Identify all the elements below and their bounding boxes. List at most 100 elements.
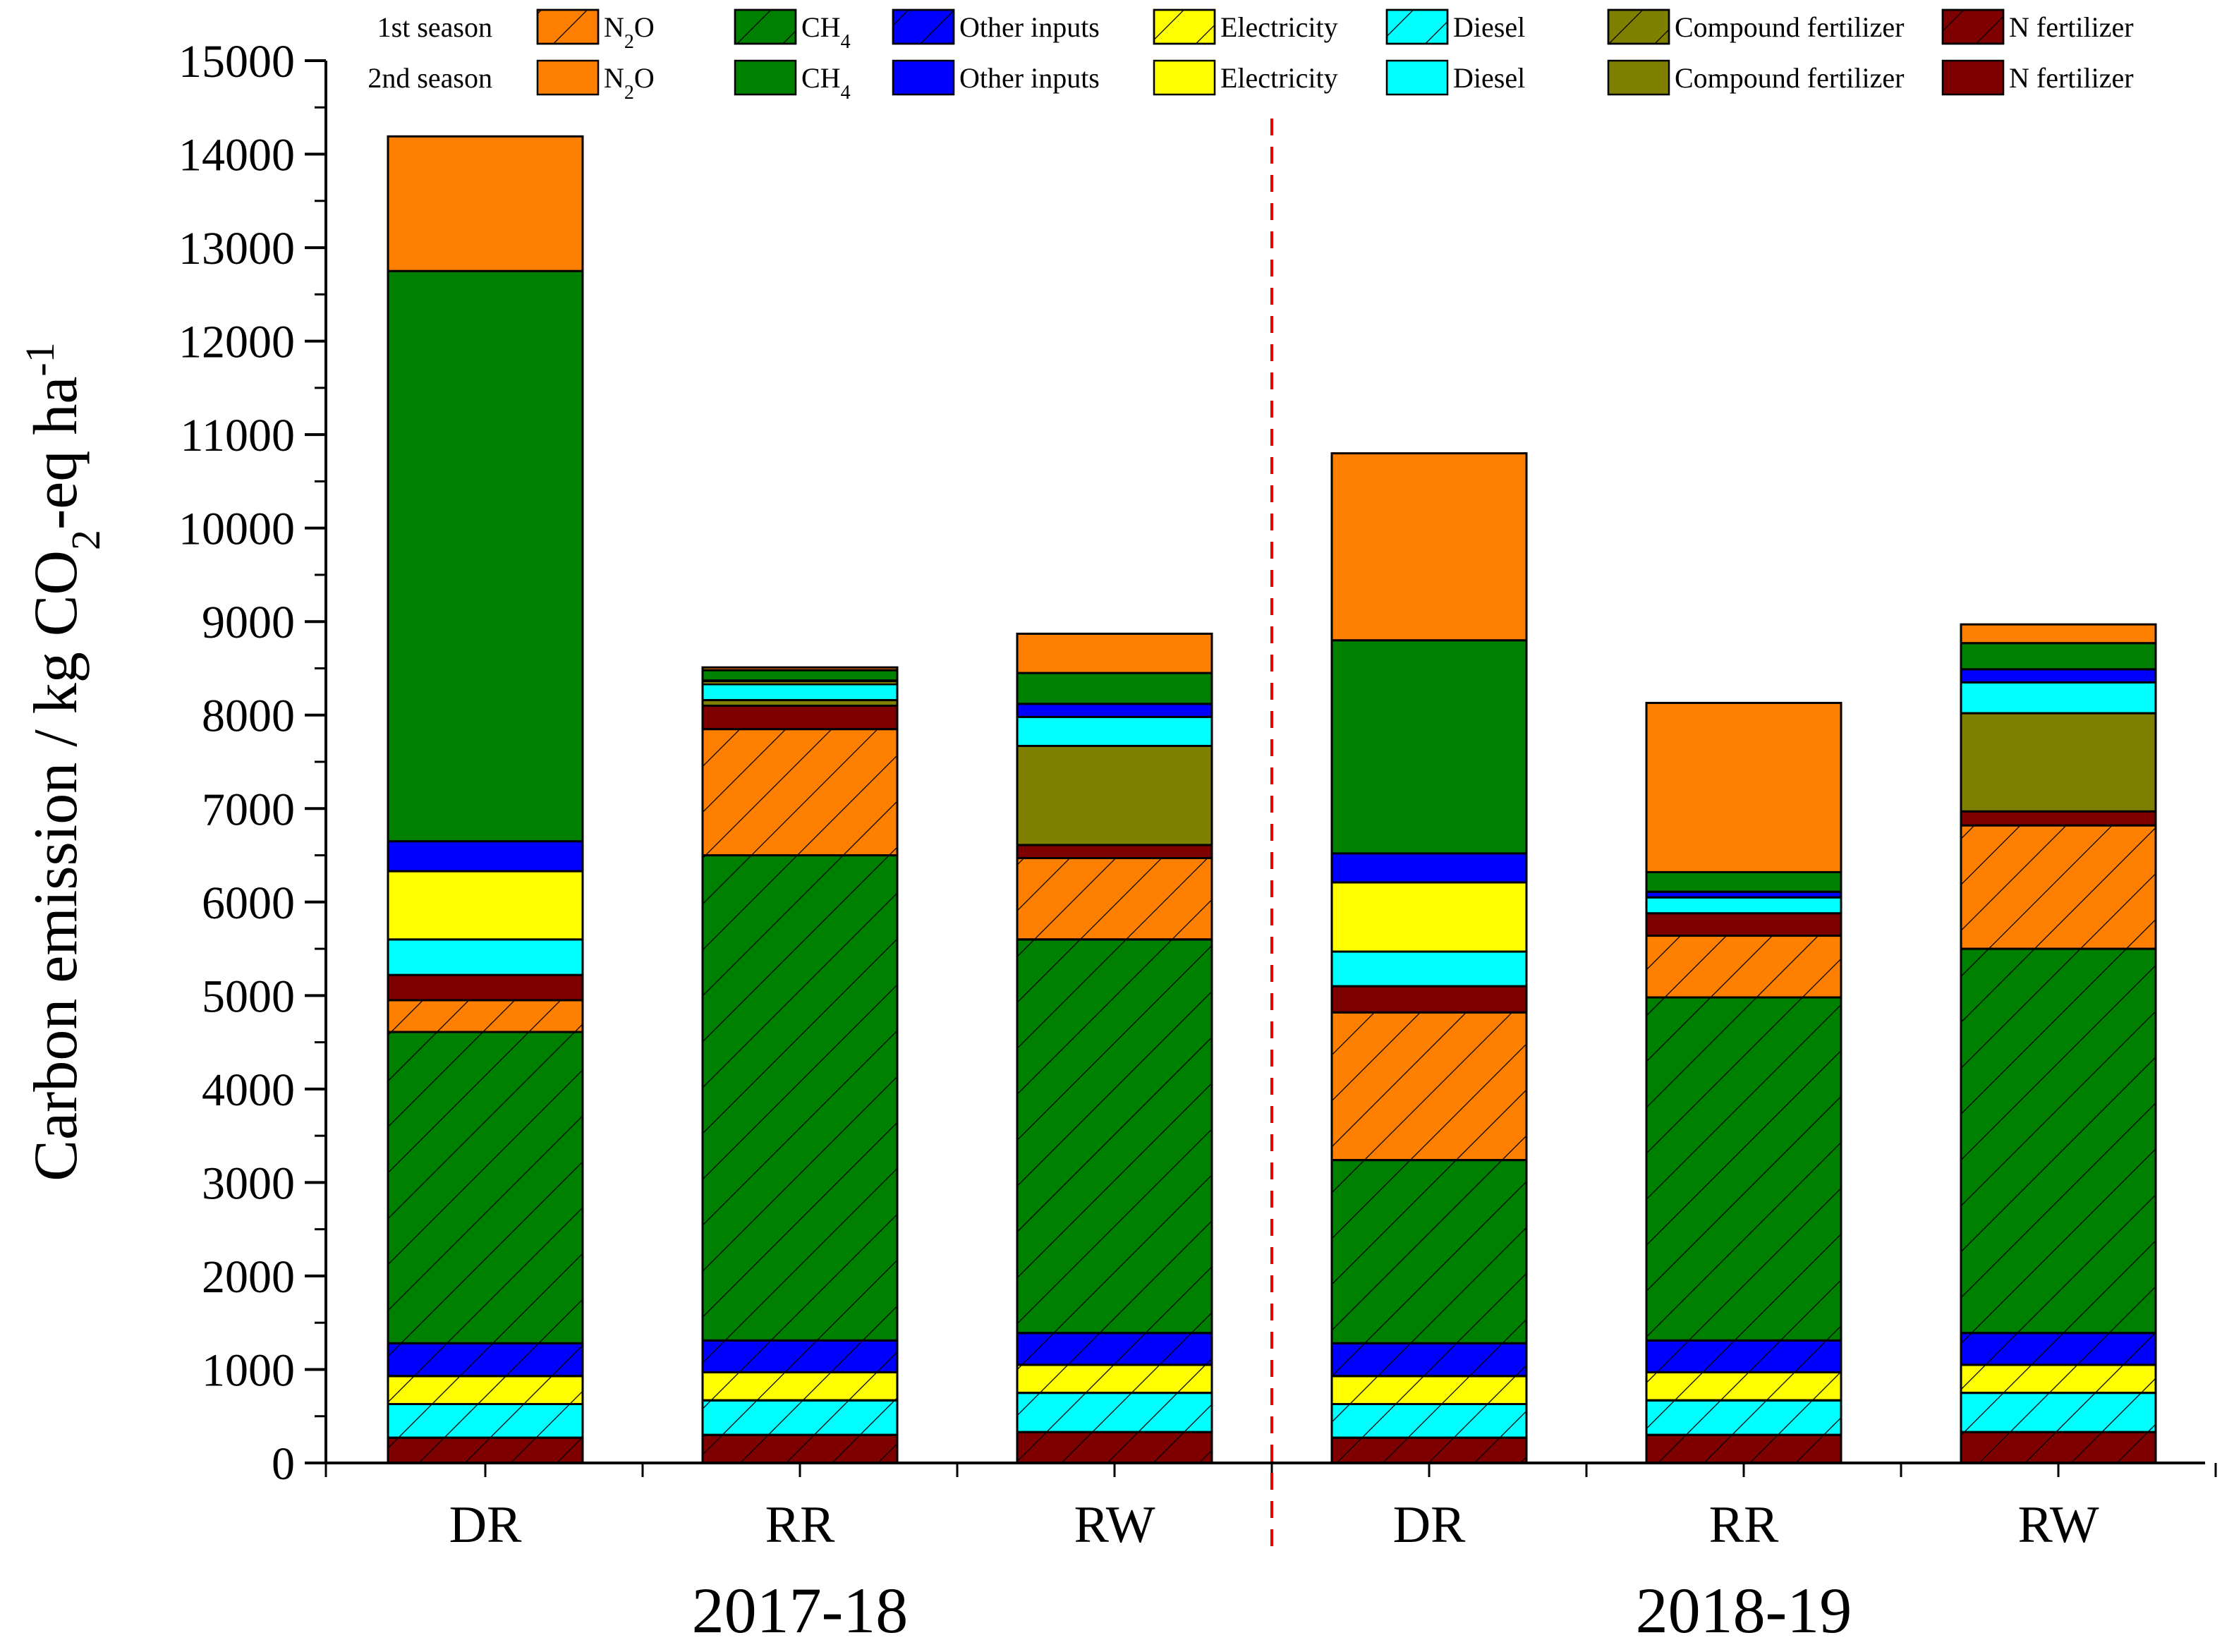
legend-label-n2o-1st-season: N2O [604,11,655,53]
bar-segment-rw-6-other-inputs-2nd-season [1960,668,2157,684]
y-tick-label: 7000 [202,784,295,835]
y-tick-label: 6000 [202,877,295,929]
legend-swatch-diesel-2nd-season [1385,59,1449,96]
bars-layer [387,135,2157,1464]
bar-segment-rw-6-compound-fertilizer-2nd-season [1960,712,2157,813]
bar-segment-rr-2-ch4-2nd-season [701,669,899,682]
bar-segment-dr-1-n2o-1st-season-hatch [387,999,584,1033]
legend-swatch-n2o-1st-season-hatch [536,8,600,45]
bar-segment-rr-5-electricity-1st-season-hatch [1645,1371,1842,1402]
bar-segment-rw-3-n2o-1st-season-hatch [1016,857,1213,941]
legend-row-label-1st-season: 1st season [377,11,492,43]
bar-segment-rw-6-diesel-2nd-season [1960,681,2157,715]
axis-titles: Carbon emission / kg CO2-eq ha-1 [17,342,109,1181]
y-tick-label: 1000 [202,1344,295,1396]
legend-label-compound-fertilizer-2nd-season: Compound fertilizer [1675,62,1904,94]
y-tick-label: 5000 [202,971,295,1022]
y-tick-label: 14000 [178,130,295,181]
legend-label-n-fertilizer-1st-season: N fertilizer [2009,11,2134,43]
y-tick-label: 2000 [202,1251,295,1303]
bar-segment-rw-6-other-inputs-1st-season-hatch [1960,1332,2157,1366]
bar-segment-rr-5-n-fertilizer-1st-season-hatch [1645,1433,1842,1464]
bar-segment-dr-1-diesel-2nd-season [387,938,584,976]
y-tick-label: 8000 [202,691,295,742]
bar-segment-rw-3-n-fertilizer-2nd-season [1016,844,1213,860]
bar-segment-rw-6-diesel-1st-season-hatch [1960,1392,2157,1433]
bar-segment-rw-3-compound-fertilizer-2nd-season [1016,744,1213,846]
legend-label-other-inputs-2nd-season: Other inputs [959,62,1100,94]
bar-stack-1-dr [387,135,584,1464]
legend: 1st season N2O CH4 Other inputs Electricity D… [368,8,2134,104]
y-axis-title: Carbon emission / kg CO2-eq ha-1 [17,342,109,1181]
y-tick-label: 11000 [180,410,295,461]
bar-stack-4-dr [1330,452,1528,1464]
legend-label-electricity-2nd-season: Electricity [1220,62,1338,94]
bar-segment-dr-4-electricity-2nd-season [1330,881,1528,953]
bar-segment-dr-1-diesel-1st-season-hatch [387,1403,584,1439]
bar-segment-dr-4-n2o-2nd-season [1330,452,1528,642]
bar-segment-rw-3-electricity-1st-season-hatch [1016,1363,1213,1395]
bar-segment-dr-4-n-fertilizer-2nd-season [1330,985,1528,1014]
legend-swatch-other-inputs-2nd-season [892,59,955,96]
bar-segment-rw-6-n2o-2nd-season [1960,623,2157,645]
legend-swatch-electricity-1st-season-hatch [1153,8,1216,45]
bar-segment-rw-6-n-fertilizer-2nd-season [1960,810,2157,827]
bar-stack-6-rw [1960,623,2157,1464]
bar-segment-rr-2-n-fertilizer-2nd-season [701,704,899,731]
bar-segment-rr-2-diesel-2nd-season [701,683,899,702]
legend-swatch-n-fertilizer-2nd-season [1941,59,2005,96]
bar-segment-dr-4-other-inputs-1st-season-hatch [1330,1342,1528,1378]
axes-layer: 0 1000 2000 3000 4000 5000 6000 7000 8000 9000 100… [178,36,2217,1646]
bar-segment-rw-3-ch4-1st-season-hatch [1016,938,1213,1335]
bar-segment-rr-2-n2o-1st-season-hatch [701,728,899,857]
x-tick-label-4: DR [1393,1496,1466,1554]
legend-swatch-n-fertilizer-1st-season-hatch [1941,8,2005,45]
bar-segment-rw-3-diesel-2nd-season [1016,715,1213,747]
y-tick-label: 15000 [178,36,295,87]
group-label-1: 2017-18 [692,1574,909,1646]
bar-segment-dr-1-n-fertilizer-2nd-season [387,973,584,1002]
bar-segment-dr-1-electricity-1st-season-hatch [387,1375,584,1406]
bar-segment-rr-2-diesel-1st-season-hatch [701,1399,899,1436]
bar-segment-rw-3-diesel-1st-season-hatch [1016,1392,1213,1433]
legend-label-n2o-2nd-season: N2O [604,62,655,104]
bar-stack-3-rw [1016,632,1213,1464]
bar-segment-rr-5-diesel-2nd-season [1645,896,1842,915]
bar-segment-dr-4-n-fertilizer-1st-season-hatch [1330,1436,1528,1464]
bar-segment-dr-1-other-inputs-2nd-season [387,840,584,873]
bar-segment-rw-6-ch4-2nd-season [1960,642,2157,671]
bar-segment-rr-5-n-fertilizer-2nd-season [1645,912,1842,937]
bar-segment-rw-3-n-fertilizer-1st-season-hatch [1016,1431,1213,1464]
bar-segment-rw-6-electricity-1st-season-hatch [1960,1363,2157,1395]
bar-segment-rr-2-n2o-2nd-season [701,666,899,672]
x-tick-label-2: RR [765,1496,835,1554]
bar-segment-dr-1-n-fertilizer-1st-season-hatch [387,1436,584,1464]
y-tick-label: 9000 [202,597,295,648]
x-tick-label-1: DR [449,1496,522,1554]
bar-segment-dr-4-diesel-2nd-season [1330,950,1528,988]
bar-segment-rr-5-n2o-2nd-season [1645,702,1842,873]
bar-segment-dr-4-ch4-2nd-season [1330,639,1528,855]
legend-label-electricity-1st-season: Electricity [1220,11,1338,43]
legend-swatch-other-inputs-1st-season-hatch [892,8,955,45]
bar-segment-rr-5-ch4-2nd-season [1645,870,1842,893]
bar-segment-dr-1-ch4-2nd-season [387,269,584,843]
legend-label-ch4-2nd-season: CH4 [801,62,851,104]
y-tick-label: 13000 [178,223,295,274]
legend-label-diesel-2nd-season: Diesel [1453,62,1525,94]
legend-label-ch4-1st-season: CH4 [801,11,851,53]
bar-segment-dr-1-n2o-2nd-season [387,135,584,272]
bar-segment-rr-5-diesel-1st-season-hatch [1645,1399,1842,1436]
bar-segment-dr-1-ch4-1st-season-hatch [387,1031,584,1344]
bar-segment-dr-4-electricity-1st-season-hatch [1330,1375,1528,1406]
bar-segment-dr-1-electricity-2nd-season [387,870,584,941]
legend-swatch-n2o-2nd-season [536,59,600,96]
bar-segment-dr-1-other-inputs-1st-season-hatch [387,1342,584,1378]
legend-swatch-diesel-1st-season-hatch [1385,8,1449,45]
y-tick-label: 10000 [178,504,295,555]
bar-segment-rr-5-ch4-1st-season-hatch [1645,996,1842,1342]
bar-segment-rr-2-n-fertilizer-1st-season-hatch [701,1433,899,1464]
bar-segment-dr-4-other-inputs-2nd-season [1330,852,1528,884]
